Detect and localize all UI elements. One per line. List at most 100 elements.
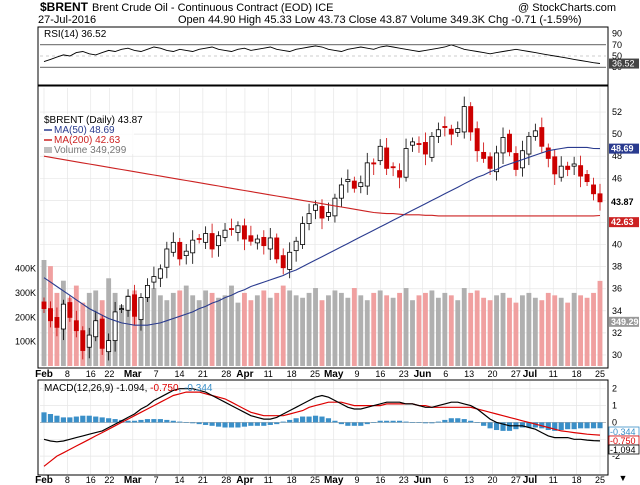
- macd-histogram-bar: [99, 417, 105, 423]
- volume-bar: [532, 297, 538, 366]
- ma50-line: [43, 146, 601, 326]
- rsi-line: [43, 44, 601, 64]
- candle-body: [248, 235, 254, 242]
- macd-histogram-bar: [215, 422, 222, 427]
- macd-histogram-bar: [300, 416, 306, 423]
- macd-histogram-bar: [526, 422, 532, 428]
- candle-body: [468, 106, 474, 133]
- volume-bar: [190, 295, 196, 366]
- price-x-label: 6: [443, 369, 448, 379]
- candle-body: [442, 126, 448, 128]
- candle-body: [203, 233, 209, 243]
- price-tick-34: 34: [612, 306, 622, 316]
- macd-x-label: 7: [154, 475, 159, 485]
- macd-histogram-bar: [241, 422, 248, 427]
- candle-body: [416, 143, 422, 145]
- candle-body: [461, 106, 467, 133]
- volume-bar: [397, 292, 403, 366]
- volume-tick: 300K: [15, 288, 36, 298]
- macd-x-label: 25: [595, 475, 605, 485]
- candle-body: [390, 166, 396, 169]
- candle-body: [338, 184, 344, 199]
- volume-bar: [125, 295, 131, 366]
- candle-body: [552, 156, 558, 175]
- volume-bar: [132, 290, 137, 366]
- volume-bar: [293, 295, 299, 366]
- volume-bar: [468, 292, 474, 366]
- volume-bar: [448, 295, 454, 366]
- candle-body: [99, 318, 105, 349]
- macd-histogram-bar: [319, 416, 325, 423]
- macd-histogram-bar: [597, 422, 603, 429]
- candle-body: [345, 179, 351, 183]
- macd-histogram-bar: [80, 415, 86, 423]
- candle-body: [125, 296, 131, 311]
- volume-bar: [416, 295, 422, 366]
- macd-histogram-bar: [422, 422, 429, 424]
- price-x-label: 8: [65, 369, 70, 379]
- volume-bar: [313, 288, 318, 366]
- price-x-label: Apr: [236, 369, 253, 380]
- candle-body: [422, 142, 428, 155]
- volume-bar: [261, 290, 267, 366]
- macd-histogram-bar: [235, 422, 241, 428]
- macd-last-value: -0.750: [610, 436, 636, 446]
- candle-body: [397, 170, 403, 178]
- volume-bar: [229, 285, 234, 366]
- axis-labels: 3050709036.52100K200K300K400K30323436384…: [15, 29, 640, 485]
- candle-body: [532, 130, 538, 137]
- candle-body: [229, 228, 234, 230]
- candle-body: [364, 162, 370, 187]
- candle-body: [300, 223, 306, 245]
- volume-bar: [513, 302, 519, 366]
- candle-body: [280, 255, 286, 269]
- candle-body: [500, 137, 506, 154]
- macd-layer: [40, 388, 606, 467]
- volume-bar: [151, 288, 157, 366]
- candle-body: [371, 162, 377, 165]
- volume-bar: [519, 295, 525, 366]
- macd-line: [43, 388, 601, 443]
- macd-histogram-bar: [125, 420, 131, 423]
- macd-x-label: 23: [399, 475, 409, 485]
- candle-body: [584, 174, 590, 183]
- macd-histogram-bar: [377, 420, 383, 423]
- volume-bar: [267, 297, 273, 366]
- volume-bar: [364, 300, 370, 366]
- price-tick-50: 50: [612, 129, 622, 139]
- macd-x-label: Mar: [124, 475, 142, 485]
- candle-body: [48, 308, 53, 322]
- macd-legend-part-hist: , -0.344: [179, 383, 213, 394]
- macd-histogram-bar: [558, 422, 564, 431]
- volume-bar: [209, 292, 215, 366]
- candle-body: [241, 225, 247, 240]
- volume-bar: [235, 302, 241, 366]
- macd-histogram-bar: [461, 419, 467, 423]
- macd-histogram-bar: [312, 415, 319, 423]
- macd-histogram-bar: [267, 422, 273, 425]
- price-x-label: 11: [264, 369, 273, 379]
- volume-bar: [326, 295, 331, 366]
- candle-body: [196, 238, 202, 240]
- volume-last-badge: [609, 316, 639, 327]
- volume-bar: [216, 297, 221, 366]
- volume-bar: [183, 285, 189, 366]
- macd-histogram-bar: [578, 422, 584, 429]
- candle-body: [93, 320, 99, 338]
- candle-body: [144, 285, 150, 298]
- volume-bar: [526, 292, 532, 366]
- candle-body: [435, 129, 441, 137]
- price-x-label: 28: [221, 369, 231, 379]
- macd-histogram-bar: [364, 422, 370, 425]
- volume-bar: [280, 285, 286, 366]
- candle-body: [138, 297, 144, 321]
- macd-last-value: -1.094: [610, 445, 636, 455]
- macd-histogram-bar: [390, 420, 396, 423]
- volume-bar: [319, 300, 325, 366]
- price-tick-38: 38: [612, 262, 622, 272]
- volume-bar: [461, 288, 467, 366]
- description-label: Brent Crude Oil - Continuous Contract (E…: [92, 2, 333, 14]
- volume-last-value: 349.29: [611, 317, 639, 327]
- price-x-label: 13: [464, 369, 474, 379]
